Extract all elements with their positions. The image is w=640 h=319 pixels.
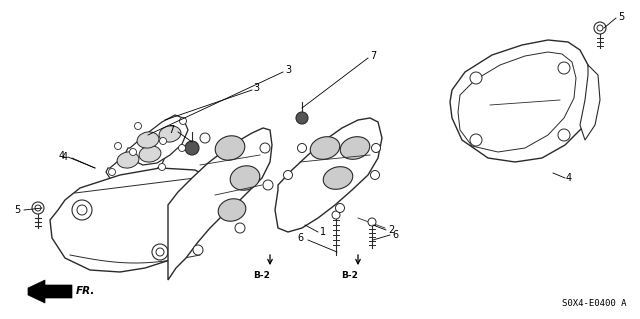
Ellipse shape (156, 248, 164, 256)
Ellipse shape (310, 137, 340, 159)
Ellipse shape (284, 170, 292, 180)
Ellipse shape (159, 126, 181, 142)
Text: S0X4-E0400 A: S0X4-E0400 A (563, 299, 627, 308)
Ellipse shape (263, 180, 273, 190)
Ellipse shape (230, 166, 260, 190)
Ellipse shape (470, 72, 482, 84)
Ellipse shape (32, 202, 44, 214)
Text: B-2: B-2 (342, 271, 358, 280)
Ellipse shape (77, 205, 87, 215)
Ellipse shape (323, 167, 353, 189)
Ellipse shape (260, 143, 270, 153)
Text: 5: 5 (618, 12, 624, 22)
Ellipse shape (185, 141, 199, 155)
Ellipse shape (558, 62, 570, 74)
Text: B-2: B-2 (253, 271, 271, 280)
Ellipse shape (597, 25, 603, 31)
Ellipse shape (117, 152, 139, 168)
Text: 4: 4 (62, 152, 68, 162)
Ellipse shape (470, 134, 482, 146)
Ellipse shape (35, 205, 41, 211)
Ellipse shape (159, 137, 166, 145)
Text: 3: 3 (253, 83, 259, 93)
Ellipse shape (134, 122, 141, 130)
Polygon shape (450, 40, 592, 162)
Ellipse shape (335, 204, 344, 212)
Polygon shape (168, 128, 272, 280)
Ellipse shape (137, 132, 159, 148)
Ellipse shape (115, 143, 122, 150)
Polygon shape (580, 65, 600, 140)
Ellipse shape (368, 218, 376, 226)
Ellipse shape (129, 149, 136, 155)
Ellipse shape (193, 245, 203, 255)
Ellipse shape (179, 117, 186, 124)
Ellipse shape (594, 22, 606, 34)
Ellipse shape (332, 211, 340, 219)
Polygon shape (126, 115, 188, 165)
Ellipse shape (298, 144, 307, 152)
Ellipse shape (109, 168, 115, 175)
Text: 5: 5 (13, 205, 20, 215)
Polygon shape (50, 168, 215, 272)
Polygon shape (28, 280, 72, 303)
Text: FR.: FR. (76, 286, 95, 296)
Text: 4: 4 (566, 173, 572, 183)
Ellipse shape (558, 129, 570, 141)
Text: 2: 2 (388, 225, 394, 235)
Ellipse shape (179, 145, 186, 152)
Ellipse shape (139, 146, 161, 162)
Text: 1: 1 (320, 227, 326, 237)
Ellipse shape (200, 133, 210, 143)
Ellipse shape (215, 136, 245, 160)
Ellipse shape (371, 144, 381, 152)
Ellipse shape (218, 199, 246, 221)
Ellipse shape (296, 112, 308, 124)
Polygon shape (106, 135, 168, 185)
Ellipse shape (340, 137, 370, 159)
Polygon shape (275, 118, 382, 232)
Ellipse shape (235, 223, 245, 233)
Text: 7: 7 (370, 51, 376, 61)
Ellipse shape (152, 244, 168, 260)
Text: 7: 7 (168, 125, 174, 135)
Text: 6: 6 (392, 230, 398, 240)
Text: 3: 3 (285, 65, 291, 75)
Ellipse shape (159, 164, 166, 170)
Ellipse shape (371, 170, 380, 180)
Text: 6: 6 (298, 233, 304, 243)
Ellipse shape (72, 200, 92, 220)
Text: 4: 4 (59, 151, 65, 161)
